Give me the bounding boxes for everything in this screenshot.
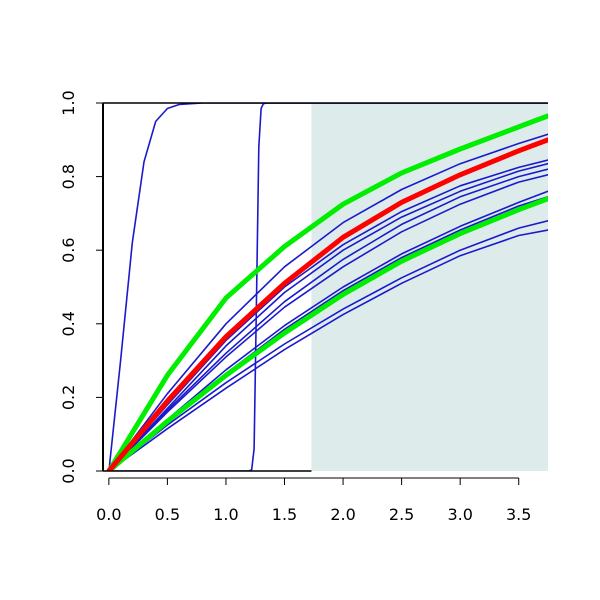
series-line-12 [106,113,548,471]
y-tick-label: 0.2 [59,385,78,410]
series-line-5 [108,162,548,471]
y-tick-label: 0.6 [59,237,78,262]
x-tick-label: 0.0 [96,505,121,524]
series-line-7 [108,174,548,471]
y-tick-label: 1.0 [59,90,78,115]
x-tick-label: 2.5 [389,505,414,524]
x-tick-label: 3.0 [447,505,472,524]
y-tick-label: 0.8 [59,164,78,189]
y-tick-label: 0.0 [59,458,78,483]
shaded-region [311,103,548,471]
y-tick-label: 0.4 [59,311,78,336]
x-tick-label: 1.5 [272,505,297,524]
series-line-3 [108,133,548,471]
series-line-1 [108,103,548,471]
x-tick-label: 3.5 [506,505,531,524]
series-line-6 [108,168,548,471]
series-line-13 [106,196,548,471]
x-tick-label: 2.0 [330,505,355,524]
series-line-10 [108,220,548,471]
axes: 0.0 0.5 1.0 1.5 2.0 2.5 3.0 3.5 0.0 0.2 0.4 0.6 0.8 1… [59,90,548,524]
x-tick-label: 0.5 [155,505,180,524]
series-line-11 [108,229,548,471]
series-line-14 [106,137,548,471]
series-group [106,103,548,471]
x-tick-label: 1.0 [213,505,238,524]
